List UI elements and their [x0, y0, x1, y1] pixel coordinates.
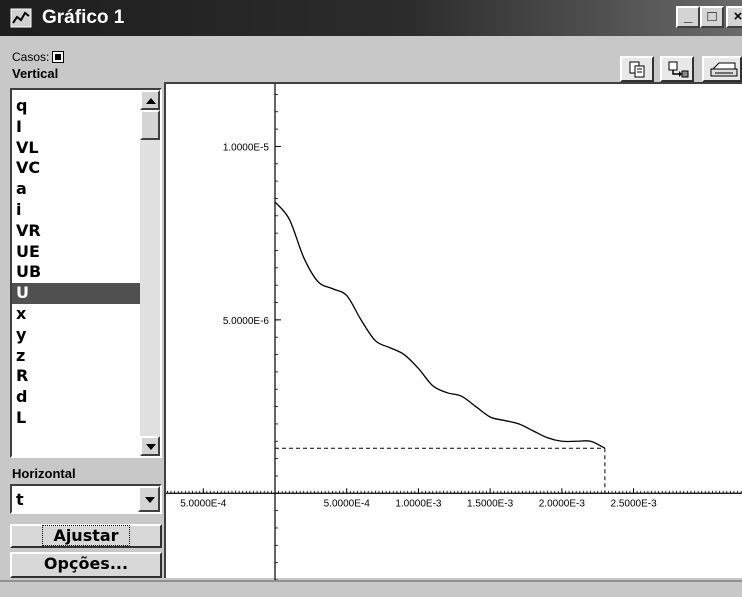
- y-tick-label: 1.0000E-5: [223, 142, 270, 153]
- chart: 5.0000E-4 5.0000E-4 1.0000E-3 1.5000E-3 2.00…: [166, 84, 742, 580]
- chevron-down-icon: [145, 497, 155, 503]
- window-title: Gráfico 1: [42, 7, 125, 28]
- scroll-thumb[interactable]: [140, 110, 160, 140]
- plot-area[interactable]: 5.0000E-4 5.0000E-4 1.0000E-3 1.5000E-3 2.00…: [164, 82, 742, 580]
- horizontal-variable-select[interactable]: t: [10, 484, 162, 514]
- export-icon: [668, 61, 689, 78]
- x-tick-label: 1.5000E-3: [467, 498, 514, 509]
- maximize-button[interactable]: □: [700, 6, 724, 28]
- export-button[interactable]: [660, 56, 694, 82]
- ajustar-button[interactable]: Ajustar: [10, 524, 162, 548]
- print-icon: [710, 62, 738, 77]
- vertical-label: Vertical: [12, 66, 59, 81]
- list-item[interactable]: VC: [16, 158, 41, 178]
- list-scrollbar[interactable]: [140, 90, 160, 456]
- opcoes-button[interactable]: Opções...: [10, 552, 162, 578]
- list-item[interactable]: UE: [16, 241, 40, 261]
- y-tick-label: 5.0000E-6: [223, 316, 270, 327]
- list-item[interactable]: VL: [16, 137, 39, 157]
- status-bar: [0, 580, 742, 597]
- x-tick-label: 2.5000E-3: [610, 498, 657, 509]
- toolbar: Casos: Vertical: [0, 36, 742, 82]
- horizontal-label: Horizontal: [12, 466, 76, 481]
- list-item[interactable]: L: [16, 407, 27, 427]
- list-item[interactable]: VR: [16, 220, 41, 240]
- chart-app-icon: [10, 8, 32, 28]
- list-item[interactable]: q: [16, 96, 28, 115]
- list-item[interactable]: i: [16, 199, 22, 219]
- list-item[interactable]: a: [16, 179, 27, 199]
- copy-icon: [629, 61, 645, 78]
- list-item[interactable]: UB: [16, 262, 42, 282]
- title-bar: Gráfico 1 _ □ ×: [0, 0, 742, 36]
- list-item[interactable]: I: [16, 116, 22, 136]
- x-tick-label: 1.0000E-3: [395, 498, 442, 509]
- list-item[interactable]: d: [16, 387, 28, 407]
- print-button[interactable]: [702, 56, 742, 82]
- arrow-down-icon: [146, 444, 156, 450]
- list-item[interactable]: y: [16, 324, 27, 344]
- ajustar-label: Ajustar: [42, 525, 130, 546]
- x-tick-label: 5.0000E-4: [324, 498, 371, 509]
- x-tick-label: 5.0000E-4: [180, 498, 227, 509]
- list-item[interactable]: R: [16, 366, 29, 386]
- casos-label: Casos:: [12, 50, 50, 64]
- dropdown-button[interactable]: [138, 486, 160, 512]
- list-item[interactable]: z: [16, 345, 26, 365]
- horizontal-select-value: t: [16, 490, 24, 509]
- list-item[interactable]: x: [16, 303, 27, 323]
- scroll-up-button[interactable]: [140, 90, 160, 110]
- casos-checkbox[interactable]: [52, 51, 64, 63]
- minimize-button[interactable]: _: [676, 6, 700, 28]
- series-line: [274, 201, 606, 449]
- list-item[interactable]: U: [12, 283, 140, 304]
- scroll-down-button[interactable]: [140, 436, 160, 456]
- x-tick-label: 2.0000E-3: [539, 498, 586, 509]
- copy-button[interactable]: [620, 56, 654, 82]
- arrow-up-icon: [146, 98, 156, 104]
- close-button[interactable]: ×: [726, 6, 742, 28]
